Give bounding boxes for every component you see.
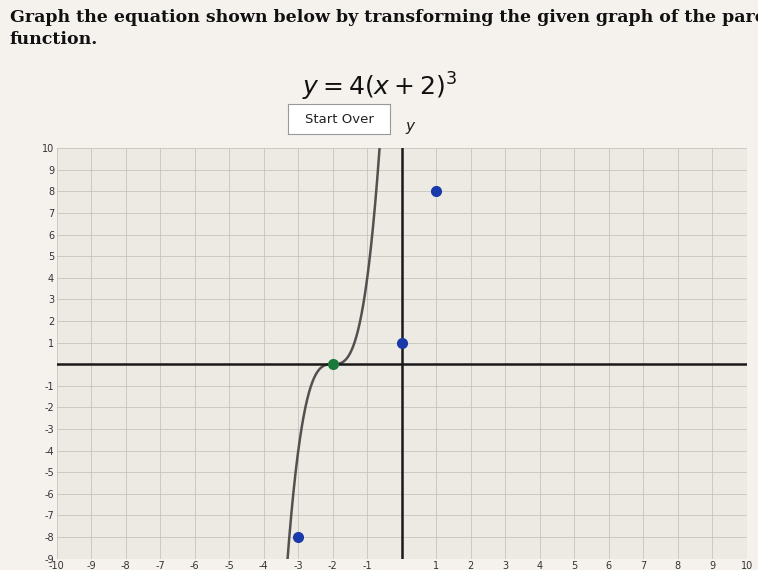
- Text: Start Over: Start Over: [305, 113, 374, 125]
- Text: $y$: $y$: [405, 120, 416, 136]
- Text: $y = 4(x+2)^3$: $y = 4(x+2)^3$: [302, 71, 456, 103]
- Text: Graph the equation shown below by transforming the given graph of the parent: Graph the equation shown below by transf…: [10, 9, 758, 26]
- Text: function.: function.: [10, 31, 98, 48]
